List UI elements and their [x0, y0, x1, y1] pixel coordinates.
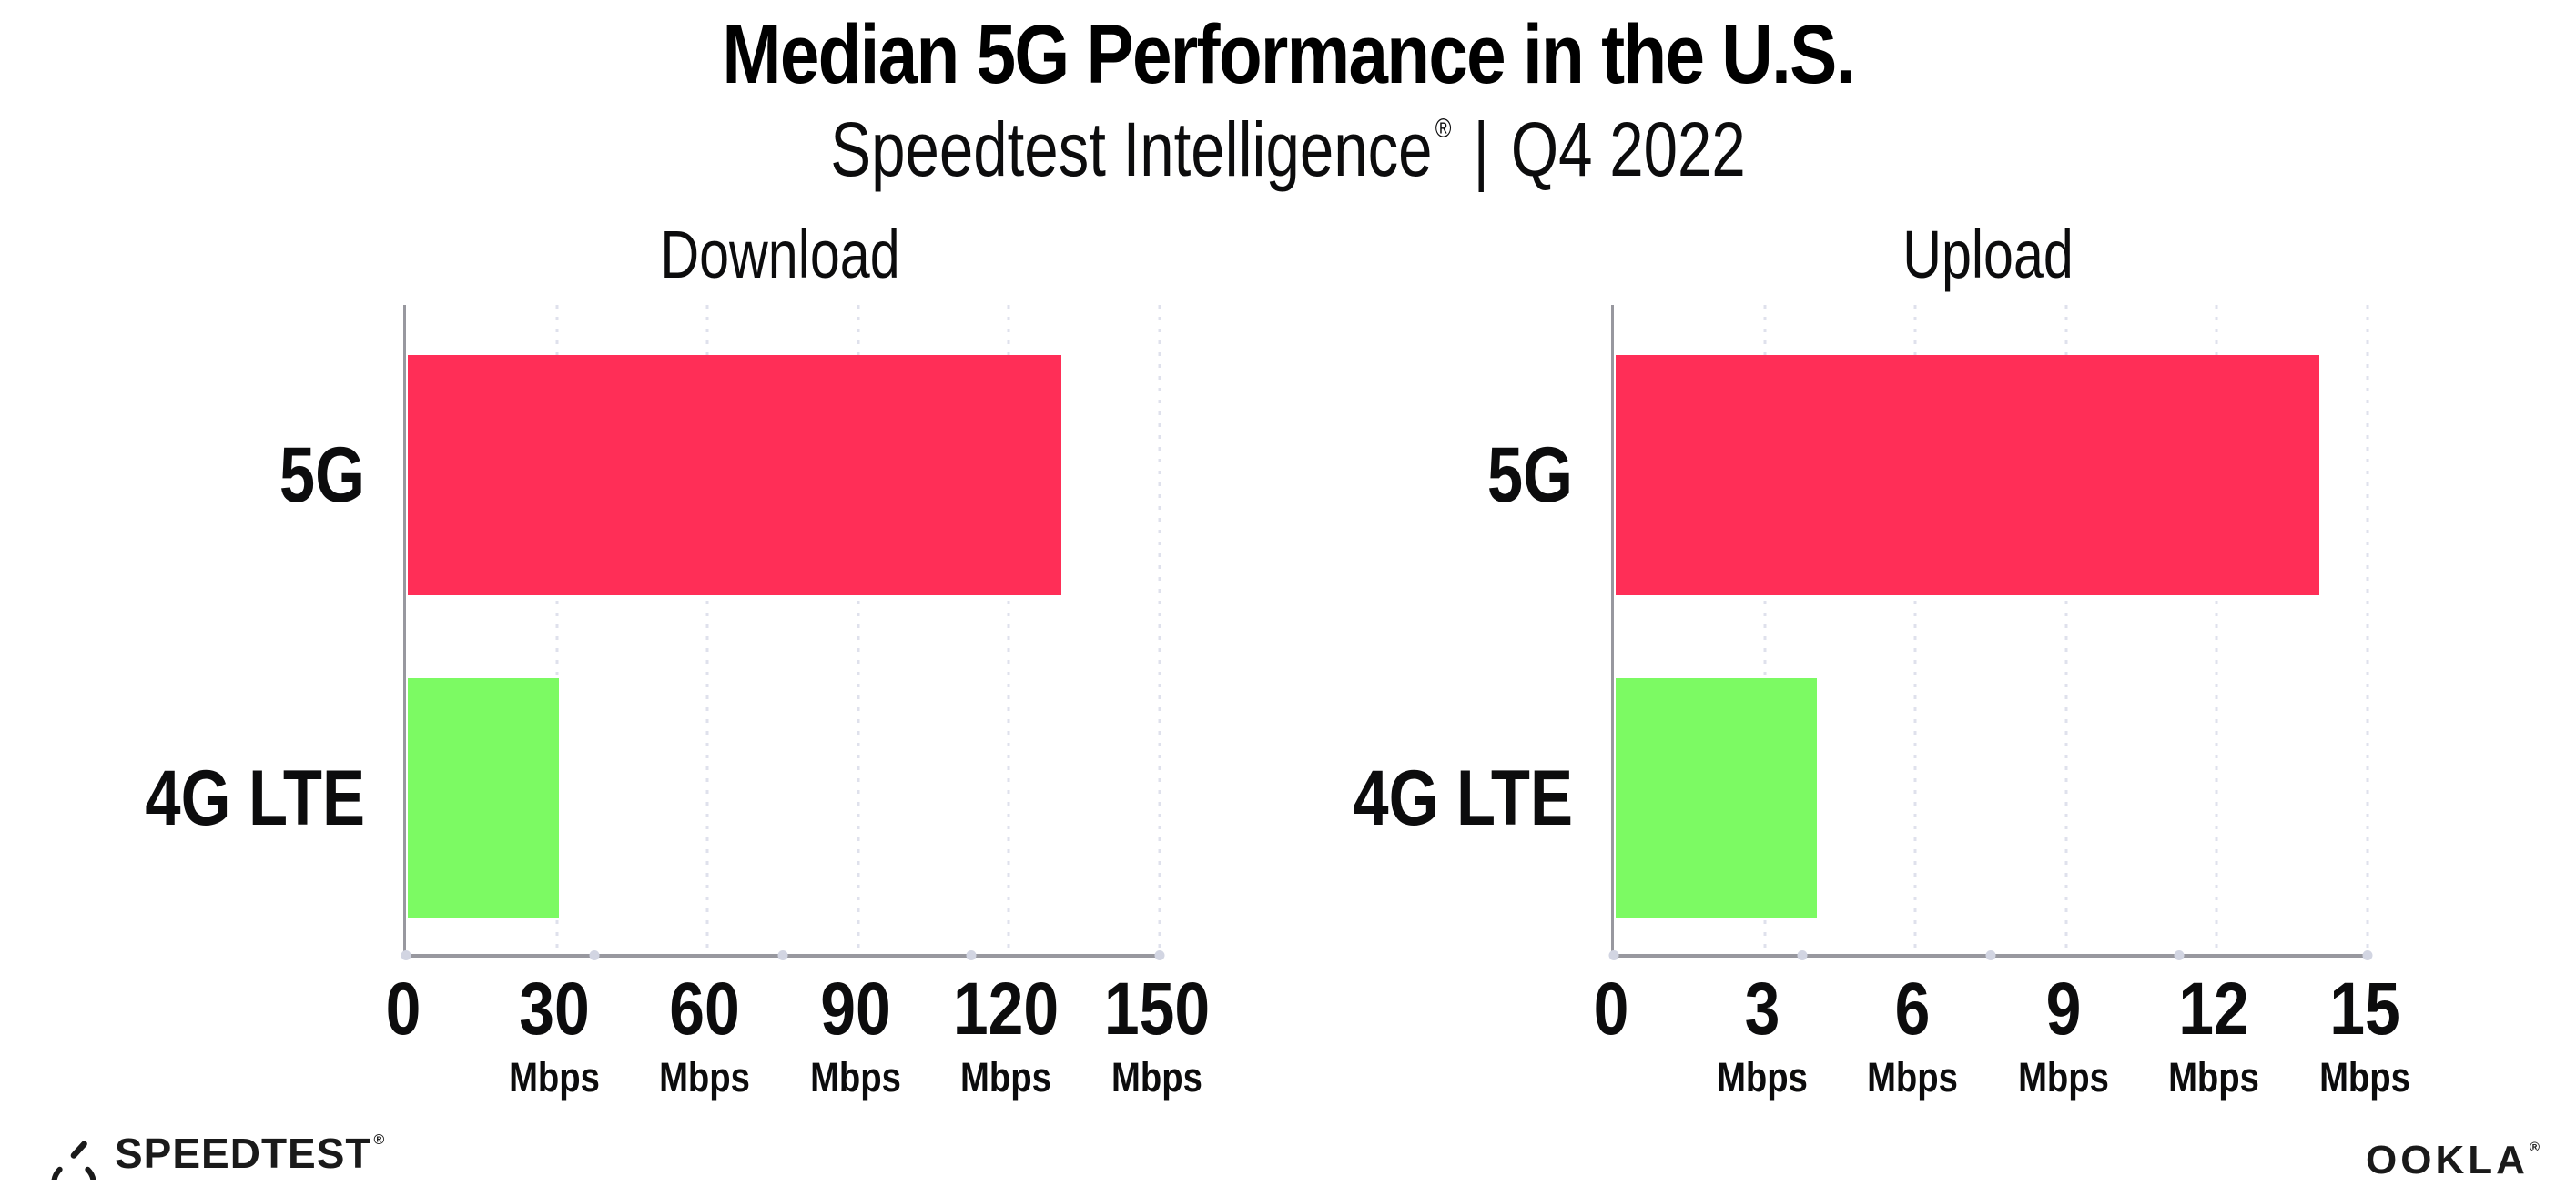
ookla-logo: OOKLA® [2366, 1138, 2543, 1183]
speedtest-wordmark-text: SPEEDTEST [115, 1130, 372, 1177]
axis-tick-dot [589, 950, 600, 960]
y-axis-labels: 5G 4G LTE [1191, 305, 1573, 954]
gridline-120 [1007, 305, 1010, 954]
x-tick-60: 60 Mbps [659, 970, 750, 1101]
bar-5g [408, 355, 1061, 595]
x-tick-30: 30 Mbps [509, 970, 600, 1101]
subtitle-separator: | [1473, 107, 1489, 192]
x-axis: 0 30 Mbps 60 Mbps 90 Mbps 120 Mbps 150 Mbps [386, 970, 1211, 1125]
x-tick-0: 0 [1594, 970, 1629, 1049]
x-tick-value: 12 [2178, 968, 2250, 1050]
speedtest-logo: SPEEDTEST ® [47, 1127, 385, 1180]
x-tick-value: 30 [518, 968, 590, 1050]
gridline-15 [2366, 305, 2369, 954]
x-tick-unit: Mbps [809, 1054, 901, 1101]
ookla-trademark: ® [2529, 1140, 2543, 1155]
x-tick-unit: Mbps [508, 1054, 600, 1101]
page-subtitle: Speedtest Intelligence ® | Q4 2022 [258, 106, 2318, 194]
axis-tick-dot [1985, 950, 1996, 960]
x-tick-12: 12 Mbps [2168, 970, 2259, 1101]
x-tick-value: 6 [1894, 968, 1931, 1050]
bar-5g [1616, 355, 2319, 595]
x-tick-150: 150 Mbps [1104, 970, 1210, 1101]
category-label-4g-lte: 4G LTE [145, 755, 365, 842]
speedtest-wordmark: SPEEDTEST ® [115, 1129, 385, 1178]
gridline-6 [1913, 305, 1917, 954]
chart-title: Download [660, 217, 900, 292]
x-tick-value: 9 [2045, 968, 2082, 1050]
x-tick-value: 60 [669, 968, 740, 1050]
gridline-12 [2215, 305, 2218, 954]
page-title: Median 5G Performance in the U.S. [722, 8, 1855, 101]
registered-mark: ® [1435, 114, 1452, 144]
category-label-4g-lte: 4G LTE [1353, 755, 1573, 842]
chart-title: Upload [1902, 217, 2074, 292]
x-tick-unit: Mbps [1111, 1054, 1202, 1101]
axis-tick-dot [966, 950, 977, 960]
plot-area [1608, 305, 2373, 960]
x-tick-unit: Mbps [659, 1054, 751, 1101]
x-tick-value: 0 [385, 968, 421, 1050]
bar-chart-download: Download 5G 4G LTE 0 30 Mbps 60 Mbps 90 Mbps 120… [145, 209, 1211, 1129]
axis-tick-dot [777, 950, 788, 960]
bar-4g-lte [1616, 678, 1817, 918]
x-tick-value: 15 [2329, 968, 2400, 1050]
subtitle-brand: Speedtest Intelligence [830, 107, 1433, 192]
speedtest-gauge-icon [47, 1127, 100, 1180]
x-tick-120: 120 Mbps [953, 970, 1059, 1101]
subtitle-period: Q4 2022 [1510, 107, 1746, 192]
x-tick-90: 90 Mbps [810, 970, 901, 1101]
gridline-30 [555, 305, 559, 954]
x-tick-value: 90 [820, 968, 891, 1050]
y-axis-labels: 5G 4G LTE [0, 305, 365, 954]
x-tick-unit: Mbps [2017, 1054, 2109, 1101]
x-tick-3: 3 Mbps [1717, 970, 1808, 1101]
x-tick-15: 15 Mbps [2319, 970, 2410, 1101]
speedtest-trademark: ® [373, 1132, 386, 1148]
axis-tick-dot [1608, 950, 1619, 960]
x-tick-value: 0 [1593, 968, 1629, 1050]
x-tick-unit: Mbps [960, 1054, 1052, 1101]
axis-tick-dot [401, 950, 411, 960]
x-tick-6: 6 Mbps [1867, 970, 1958, 1101]
x-tick-value: 150 [1103, 968, 1211, 1050]
bar-4g-lte [408, 678, 559, 918]
gridline-150 [1158, 305, 1161, 954]
x-tick-9: 9 Mbps [2018, 970, 2109, 1101]
x-tick-unit: Mbps [1716, 1054, 1808, 1101]
gridline-90 [857, 305, 860, 954]
gridline-60 [705, 305, 709, 954]
gridline-3 [1763, 305, 1767, 954]
category-label-5g: 5G [1486, 431, 1573, 519]
x-axis: 0 3 Mbps 6 Mbps 9 Mbps 12 Mbps 15 Mbps [1594, 970, 2410, 1125]
ookla-wordmark-text: OOKLA [2366, 1138, 2529, 1182]
plot-area [401, 305, 1165, 960]
axis-tick-dot [1154, 950, 1165, 960]
axis-tick-dot [2174, 950, 2185, 960]
x-tick-unit: Mbps [1867, 1054, 1959, 1101]
gridline-9 [2064, 305, 2068, 954]
x-tick-unit: Mbps [2168, 1054, 2260, 1101]
axis-tick-dot [2362, 950, 2373, 960]
x-tick-unit: Mbps [2319, 1054, 2410, 1101]
x-tick-0: 0 [386, 970, 421, 1049]
category-label-5g: 5G [279, 431, 365, 519]
axis-tick-dot [1797, 950, 1808, 960]
x-tick-value: 3 [1744, 968, 1780, 1050]
bar-chart-upload: Upload 5G 4G LTE 0 3 Mbps 6 Mbps 9 Mbps 12 Mbps 15… [1353, 209, 2410, 1129]
x-tick-value: 120 [953, 968, 1060, 1050]
